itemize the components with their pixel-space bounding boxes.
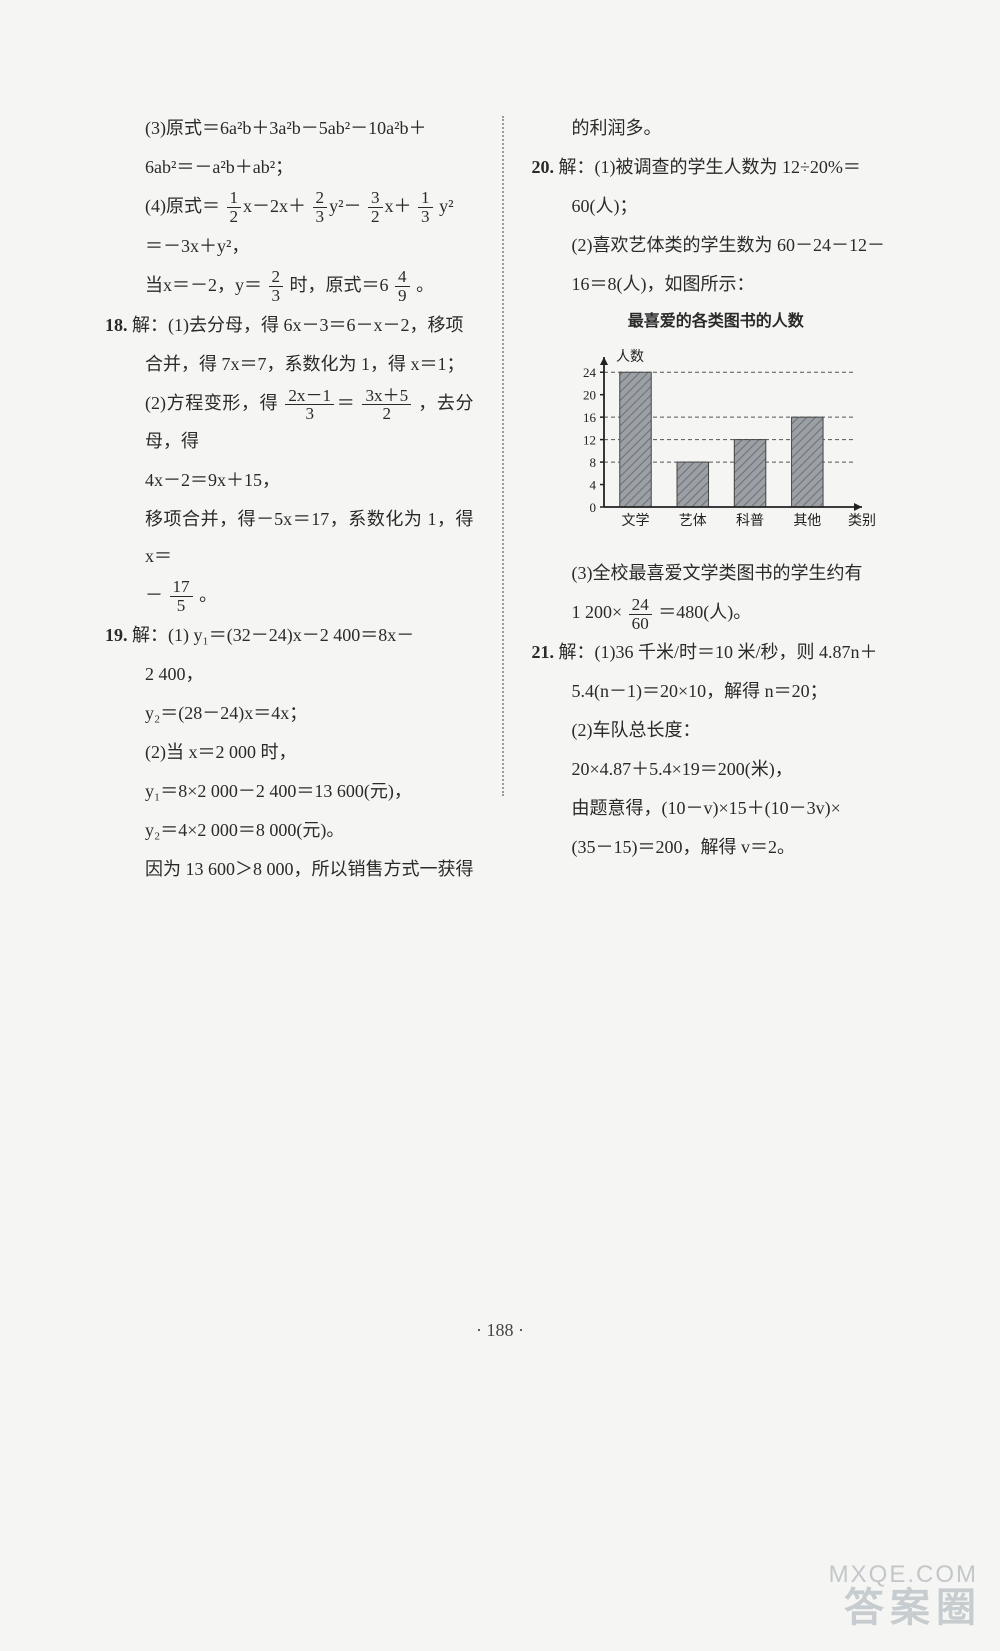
q18-number: 18. [105, 315, 128, 335]
frac-2-3: 23 [313, 189, 328, 226]
q21-line4: 20×4.87＋5.4×19＝200(米)， [532, 751, 901, 788]
q19-line1: 19. 解：(1) y₁＝(32－24)x－2 400＝8x－ [105, 617, 474, 654]
q18-line4: 4x－2＝9x＋15， [105, 462, 474, 499]
svg-text:20: 20 [583, 388, 596, 403]
svg-text:4: 4 [589, 478, 596, 493]
svg-text:24: 24 [583, 365, 597, 380]
frac-3x-5-2: 3x＋52 [362, 387, 411, 424]
frac-1-2: 12 [227, 189, 242, 226]
q17-4-line2: ＝－3x＋y²， [105, 228, 474, 265]
frac-1-3: 13 [418, 189, 433, 226]
frac-2x-1-3: 2x－13 [285, 387, 334, 424]
q19-line7: 因为 13 600＞8 000，所以销售方式一获得 [105, 851, 474, 888]
q19-cont: 的利润多。 [532, 110, 901, 147]
svg-text:8: 8 [589, 455, 596, 470]
svg-text:16: 16 [583, 410, 597, 425]
frac-4-9: 49 [395, 268, 410, 305]
q20-line5: (3)全校最喜爱文学类图书的学生约有 [532, 555, 901, 592]
q20-line1: 20. 解：(1)被调查的学生人数为 12÷20%＝ [532, 149, 901, 186]
q18-line3: (2)方程变形，得 2x－13＝ 3x＋52 ，去分母，得 [105, 385, 474, 460]
svg-text:12: 12 [583, 433, 596, 448]
q21-line5: 由题意得，(10－v)×15＋(10－3v)× [532, 790, 901, 827]
q19-line2: 2 400， [105, 656, 474, 693]
q21-line2: 5.4(n－1)＝20×10，解得 n＝20； [532, 673, 901, 710]
q17-4-line3: 当x＝－2，y＝ 23 时，原式＝6 49 。 [105, 267, 474, 305]
q17-3-line1: (3)原式＝6a²b＋3a²b－5ab²－10a²b＋ [105, 110, 474, 147]
bar-chart: 4 8 12 16 20 24 0 文学 艺体 科普 其他 人数类别 [556, 345, 876, 545]
chart-title: 最喜爱的各类图书的人数 [532, 306, 901, 339]
q21-line1: 21. 解：(1)36 千米/时＝10 米/秒，则 4.87n＋ [532, 634, 901, 671]
svg-text:0: 0 [589, 500, 596, 515]
q19-line6: y₂＝4×2 000＝8 000(元)。 [105, 812, 474, 849]
q17-4-line1: (4)原式＝ 12x－2x＋ 23y²－ 32x＋ 13 y² [105, 188, 474, 226]
q18-line1: 18. 解：(1)去分母，得 6x－3＝6－x－2，移项 [105, 307, 474, 344]
q18-line6: － 175 。 [105, 577, 474, 615]
q19-line5: y₁＝8×2 000－2 400＝13 600(元)， [105, 773, 474, 810]
q18-line5: 移项合并，得－5x＝17，系数化为 1，得 x＝ [105, 501, 474, 575]
q20-line3: (2)喜欢艺体类的学生数为 60－24－12－ [532, 227, 901, 264]
q20-line4: 16＝8(人)，如图所示： [532, 266, 901, 303]
column-divider [502, 116, 504, 796]
q20-number: 20. [532, 157, 555, 177]
q18-line2: 合并，得 7x＝7，系数化为 1，得 x＝1； [105, 346, 474, 383]
q21-line3: (2)车队总长度： [532, 712, 901, 749]
svg-text:人数: 人数 [616, 349, 644, 365]
q20-line2: 60(人)； [532, 188, 901, 225]
right-column: 的利润多。 20. 解：(1)被调查的学生人数为 12÷20%＝ 60(人)； … [532, 110, 901, 890]
q19-number: 19. [105, 625, 128, 645]
q19-line4: (2)当 x＝2 000 时， [105, 734, 474, 771]
svg-text:其他: 其他 [793, 513, 821, 529]
svg-text:文学: 文学 [621, 513, 649, 529]
frac-2-3b: 23 [269, 268, 284, 305]
frac-17-5: 175 [170, 578, 193, 615]
q21-line6: (35－15)＝200，解得 v＝2。 [532, 829, 901, 866]
q21-number: 21. [532, 642, 555, 662]
q17-3-line2: 6ab²＝－a²b＋ab²； [105, 149, 474, 186]
page-content: (3)原式＝6a²b＋3a²b－5ab²－10a²b＋ 6ab²＝－a²b＋ab… [0, 0, 1000, 950]
chart-svg: 4 8 12 16 20 24 0 文学 艺体 科普 其他 人数类别 [556, 345, 876, 535]
watermark-logo: 答案圈 [844, 1575, 982, 1633]
frac-24-60: 2460 [629, 596, 652, 633]
q19-line3: y₂＝(28－24)x＝4x； [105, 695, 474, 732]
page-number: · 188 · [0, 1320, 1000, 1341]
left-column: (3)原式＝6a²b＋3a²b－5ab²－10a²b＋ 6ab²＝－a²b＋ab… [105, 110, 474, 890]
frac-3-2: 32 [368, 189, 383, 226]
svg-text:类别: 类别 [848, 513, 876, 529]
svg-text:艺体: 艺体 [679, 513, 707, 529]
q20-line6: 1 200× 2460 ＝480(人)。 [532, 594, 901, 632]
svg-text:科普: 科普 [736, 513, 764, 529]
